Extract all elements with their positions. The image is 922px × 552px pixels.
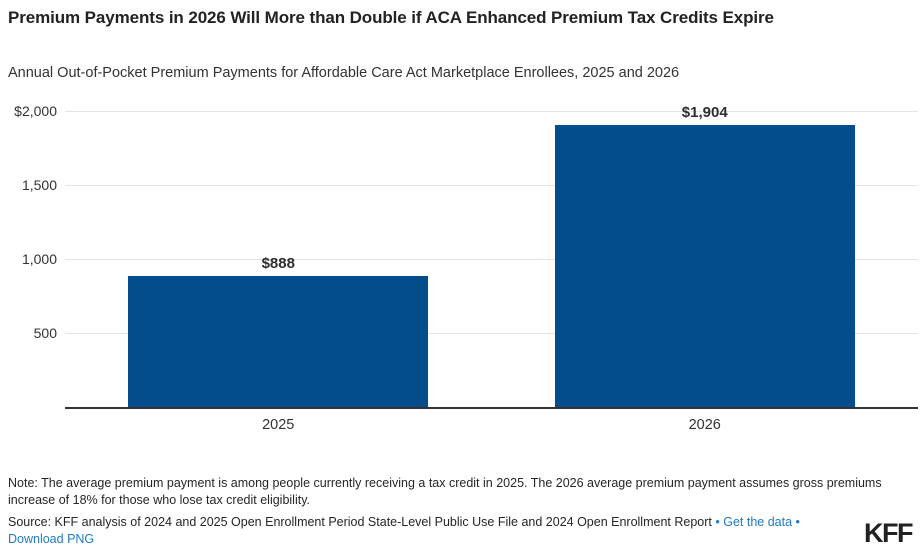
- x-axis-label: 2026: [688, 416, 721, 433]
- bar-value-label: $1,904: [681, 104, 728, 122]
- y-tick-label: 1,500: [21, 177, 57, 194]
- source-text: Source: KFF analysis of 2024 and 2025 Op…: [8, 515, 712, 529]
- gridline: [65, 184, 918, 186]
- kff-logo: KFF: [864, 518, 913, 548]
- y-tick-label: 1,000: [21, 251, 57, 268]
- bar-2025: [128, 275, 429, 408]
- gridline: [65, 110, 918, 112]
- y-tick-label: $2,000: [14, 103, 57, 119]
- bar-2026: [554, 125, 855, 408]
- gridline: [65, 332, 918, 334]
- y-tick-label: 500: [33, 325, 57, 342]
- get-the-data-link[interactable]: Get the data: [723, 515, 793, 529]
- separator-bullet: •: [715, 515, 720, 529]
- note-text: Note: The average premium payment is amo…: [8, 476, 882, 507]
- bar-chart: $2,000 1,500 1,000 500 $888 2025 $1,904 2026: [14, 103, 918, 433]
- chart-title: Premium Payments in 2026 Will More than …: [8, 8, 774, 27]
- bar-value-label: $888: [261, 254, 295, 272]
- separator-bullet: •: [795, 515, 800, 529]
- chart-subtitle: Annual Out-of-Pocket Premium Payments fo…: [8, 65, 680, 81]
- gridline: [65, 258, 918, 260]
- x-axis-line: [65, 406, 918, 409]
- source-line: Source: KFF analysis of 2024 and 2025 Op…: [8, 514, 912, 548]
- download-png-link[interactable]: Download PNG: [8, 532, 95, 546]
- x-axis-label: 2025: [262, 416, 295, 433]
